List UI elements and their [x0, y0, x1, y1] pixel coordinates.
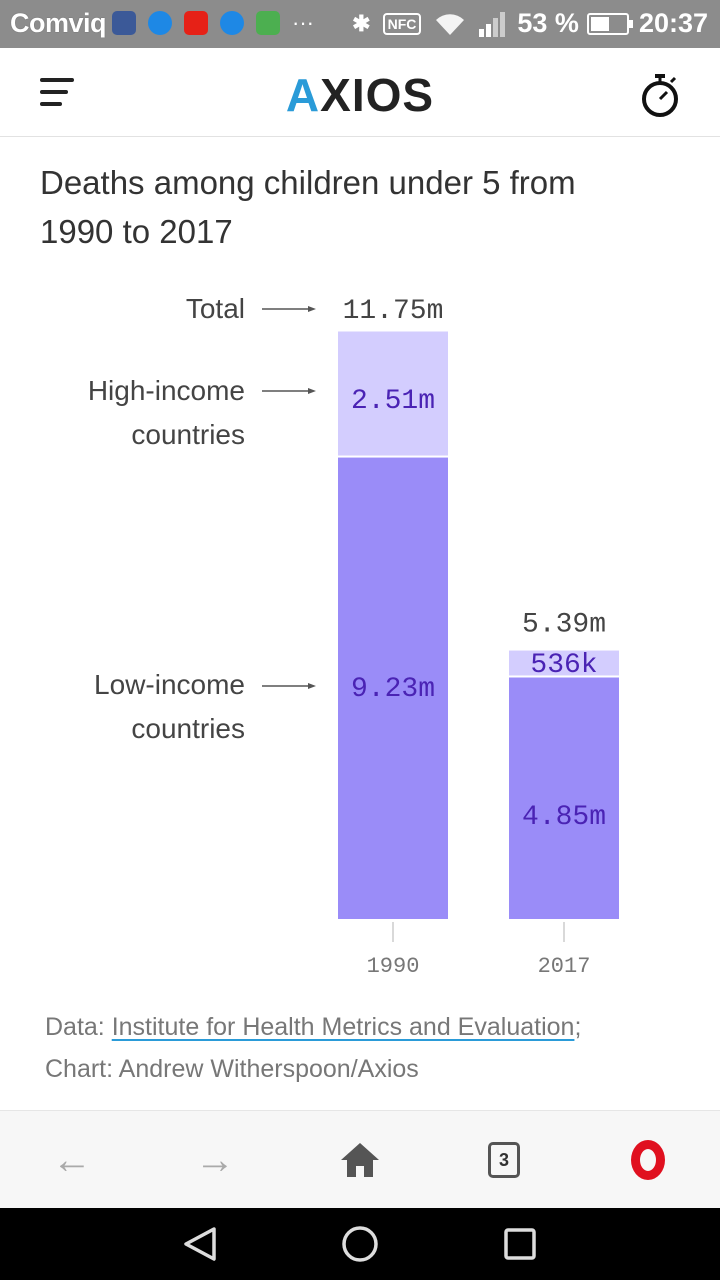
bar-2017-series-0	[507, 675, 621, 921]
logo-rest: XIOS	[320, 69, 435, 121]
back-button[interactable]: ←	[47, 1135, 97, 1185]
logo-text: AXIOS	[286, 69, 434, 121]
android-nav-bar	[0, 1208, 720, 1280]
chart-title: Deaths among children under 5 from 1990 …	[40, 164, 576, 250]
chart-credit: Chart: Andrew Witherspoon/Axios	[45, 1055, 419, 1083]
opera-menu-button[interactable]	[623, 1135, 673, 1185]
total-label-1990: 11.75m	[343, 296, 444, 327]
source-suffix: ;	[574, 1013, 582, 1041]
value-label-low-2017: 4.85m	[522, 802, 606, 833]
nav-recents-icon[interactable]	[503, 1227, 537, 1261]
value-label-low-1990: 9.23m	[351, 674, 435, 705]
annotation-high-line2: countries	[131, 419, 245, 450]
source-prefix: Data:	[45, 1013, 112, 1041]
value-label-high-2017: 536k	[530, 650, 597, 681]
tabs-button[interactable]: 3	[479, 1135, 529, 1185]
home-button[interactable]	[335, 1135, 385, 1185]
bar-1990-series-1	[336, 329, 450, 458]
forward-arrow-icon: →	[195, 1137, 235, 1182]
bar-2017-series-1	[507, 648, 621, 678]
bluetooth-icon: ✱	[352, 10, 371, 36]
annotation-high-line1: High-income	[88, 375, 245, 406]
value-label-high-1990: 2.51m	[351, 386, 435, 417]
nav-back-icon[interactable]	[182, 1226, 218, 1262]
x-tick-label-1990: 1990	[367, 954, 420, 979]
messenger-icon-2	[220, 11, 244, 35]
axios-logo[interactable]: AXIOS	[0, 68, 720, 122]
carrier-name: Comviq	[10, 8, 107, 38]
chart-source: Data: Institute for Health Metrics and E…	[45, 1006, 685, 1090]
stacked-bar-chart: Total High-income countries Low-income count…	[88, 293, 621, 979]
back-arrow-icon: ←	[52, 1137, 92, 1182]
signal-icon	[479, 11, 506, 37]
arrow-high-head	[308, 388, 316, 394]
arrow-low-head	[308, 683, 316, 689]
hamburger-menu-icon[interactable]	[40, 78, 76, 108]
wifi-icon	[436, 13, 465, 35]
x-tick-label-2017: 2017	[538, 954, 591, 979]
bar-1990-series-0	[336, 455, 450, 921]
maps-icon	[256, 11, 280, 35]
status-bar: Comviq ··· ✱ NFC 53 % 20:37	[0, 0, 720, 48]
clock: 20:37	[638, 8, 708, 38]
tab-count: 3	[488, 1142, 520, 1178]
nfc-icon: NFC	[382, 12, 422, 35]
stopwatch-icon[interactable]	[640, 72, 680, 118]
facebook-icon	[112, 11, 136, 35]
annotation-low-line1: Low-income	[94, 669, 245, 700]
browser-toolbar: ← → 3	[0, 1110, 720, 1209]
annotation-low-line2: countries	[131, 713, 245, 744]
annotation-total: Total	[186, 293, 245, 324]
source-link[interactable]: Institute for Health Metrics and Evaluat…	[111, 1013, 575, 1041]
app-header: AXIOS	[0, 48, 720, 137]
arrow-total-head	[308, 306, 316, 312]
opera-icon	[631, 1140, 665, 1180]
youtube-icon	[184, 11, 208, 35]
battery-icon	[586, 12, 633, 35]
forward-button[interactable]: →	[190, 1135, 240, 1185]
total-label-2017: 5.39m	[522, 609, 606, 640]
battery-percent: 53 %	[517, 8, 579, 38]
home-icon	[341, 1143, 379, 1177]
more-notifications: ···	[292, 10, 314, 35]
messenger-icon	[148, 11, 172, 35]
nav-home-icon[interactable]	[341, 1225, 379, 1263]
logo-a: A	[285, 69, 321, 121]
